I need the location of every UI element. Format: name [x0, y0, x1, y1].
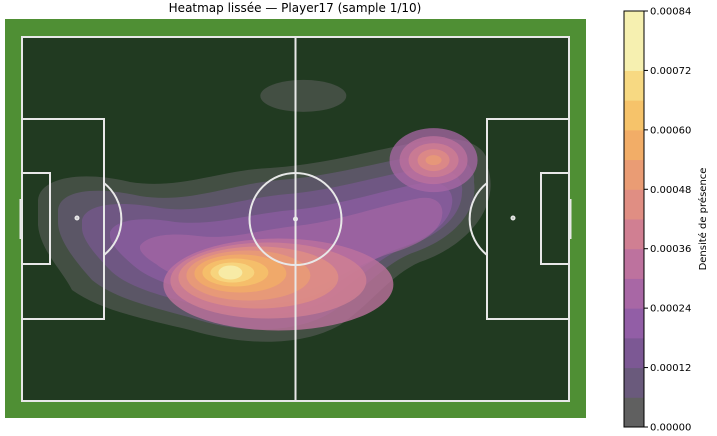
colorbar-tick-label-4: 0.00036	[650, 244, 691, 255]
colorbar-band-4	[624, 308, 644, 339]
colorbar-tick-label-8: 0.00084	[650, 7, 691, 18]
colorbar-tick-label-7: 0.00072	[650, 66, 691, 77]
left-penalty-arc	[103, 182, 123, 256]
colorbar-tick-label-3: 0.00024	[650, 304, 691, 315]
colorbar-tick-label-1: 0.00000	[650, 423, 691, 434]
colorbar-tick-label-6: 0.00060	[650, 125, 691, 136]
colorbar-band-7	[624, 219, 644, 250]
colorbar-band-9	[624, 159, 644, 190]
chart-title: Heatmap lissée — Player17 (sample 1/10)	[168, 1, 422, 15]
colorbar-band-3	[624, 337, 644, 369]
colorbar-band-8	[624, 189, 644, 220]
left-penalty-spot	[74, 215, 80, 221]
colorbar-band-6	[624, 248, 644, 279]
colorbar-tick-label-5: 0.00048	[650, 185, 691, 196]
colorbar-tick-label-2: 0.00012	[650, 363, 691, 374]
right-penalty-spot	[510, 215, 516, 221]
centre-circle	[248, 172, 343, 266]
colorbar-label: Densité de présence	[697, 168, 709, 271]
heatmap-layer	[38, 79, 491, 342]
colorbar-band-14	[624, 11, 644, 42]
colorbar-band-2	[624, 367, 644, 398]
centre-spot	[293, 216, 298, 222]
colorbar-band-5	[624, 278, 644, 309]
heat-isolated-blob	[260, 79, 347, 112]
heat-core-8	[218, 265, 243, 280]
colorbar-band-11	[624, 100, 644, 131]
colorbar-band-13	[624, 40, 644, 71]
right-penalty-arc	[468, 182, 488, 256]
colorbar-band-1	[624, 397, 644, 428]
colorbar-frame	[623, 10, 645, 428]
colorbar-band-12	[624, 70, 644, 101]
colorbar: 0.00000 0.00012 0.00024 0.00036 0.00048 0.000…	[623, 7, 709, 434]
colorbar-bands	[624, 11, 644, 428]
colorbar-ticks: 0.00000 0.00012 0.00024 0.00036 0.00048 0.000…	[644, 7, 691, 434]
colorbar-band-10	[624, 129, 644, 161]
pitch-markings	[19, 36, 572, 402]
heat-right-5	[425, 155, 442, 166]
